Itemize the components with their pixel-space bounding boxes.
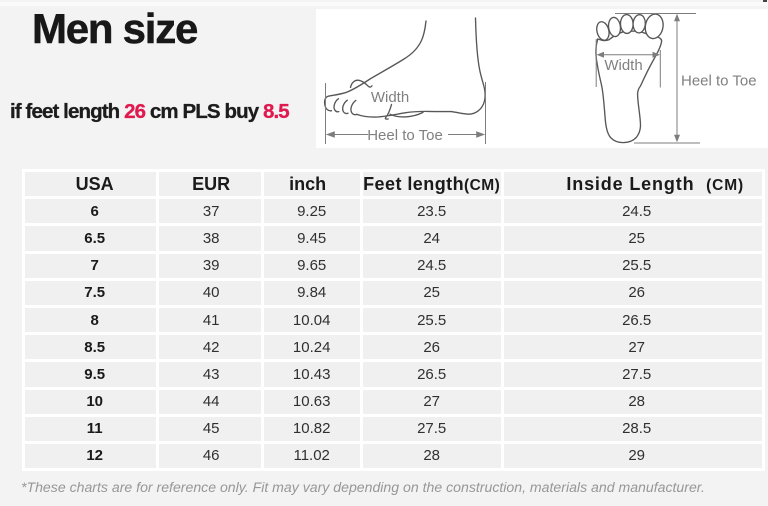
svg-text:Heel to Toe: Heel to Toe [681,73,757,90]
svg-text:Width: Width [604,57,642,74]
svg-text:Width: Width [371,89,409,106]
svg-text:Heel to Toe: Heel to Toe [367,127,443,144]
